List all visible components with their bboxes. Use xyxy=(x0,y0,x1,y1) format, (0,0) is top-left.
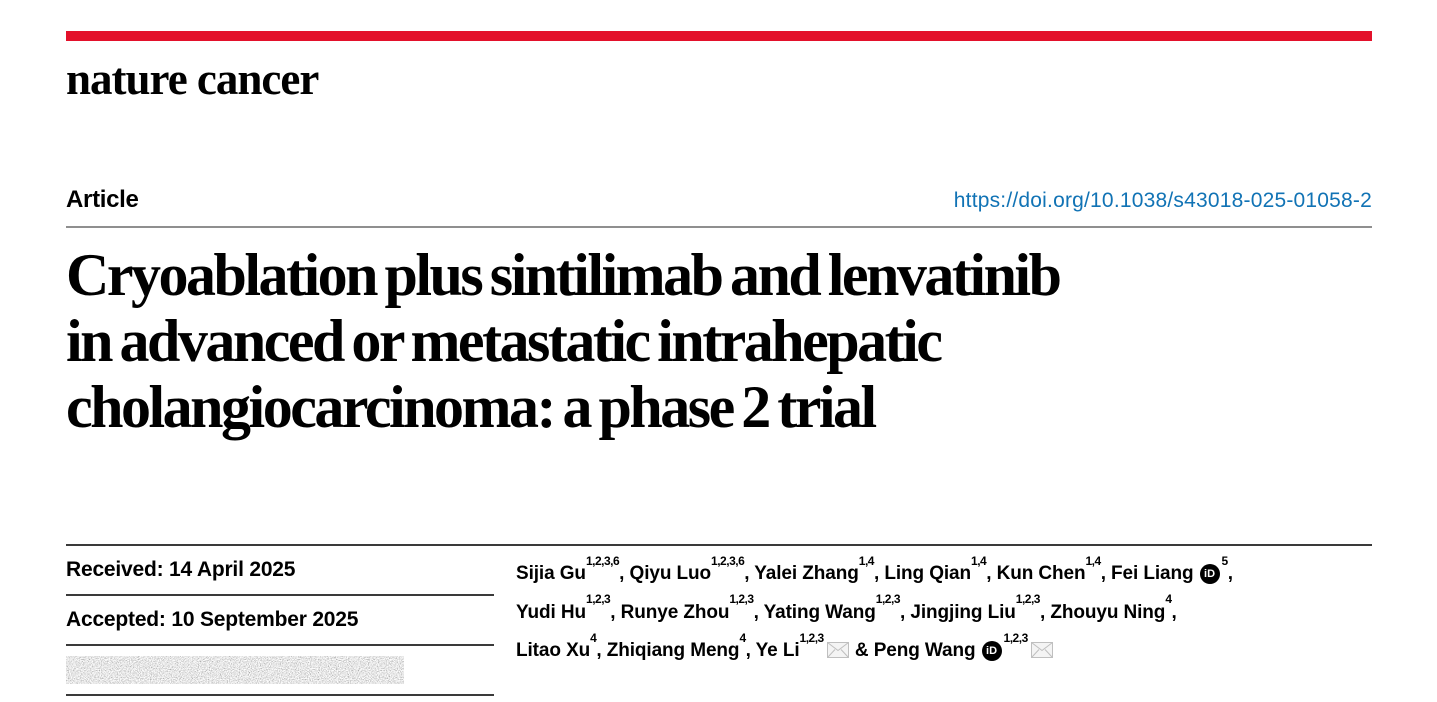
author-name: Peng Wang xyxy=(873,640,976,661)
author: Runye Zhou1,2,3 xyxy=(620,593,754,623)
published-date-row xyxy=(66,646,494,696)
history-column: Received: 14 April 2025 Accepted: 10 Sep… xyxy=(66,546,494,696)
author-name: Ling Qian xyxy=(884,563,972,584)
author: Ling Qian1,4 xyxy=(884,555,986,584)
author: Litao Xu4 xyxy=(516,632,597,661)
journal-logo: nature cancer xyxy=(66,54,319,104)
orcid-icon[interactable]: iD xyxy=(1199,564,1220,584)
article-title-line: Cryoablation plus sintilimab and lenvati… xyxy=(66,242,1062,308)
author-affiliations: 1,4 xyxy=(1085,553,1102,568)
author-affiliations: 1,2,3 xyxy=(875,592,901,607)
article-title-line: cholangiocarcinoma: a phase 2 trial xyxy=(66,374,877,440)
author-name: Yating Wang xyxy=(763,601,876,623)
article-title: Cryoablation plus sintilimab and lenvati… xyxy=(66,242,1372,440)
author: Jingjing Liu1,2,3 xyxy=(910,593,1040,623)
author-name: Zhouyu Ning xyxy=(1050,601,1166,623)
author-name: Yalei Zhang xyxy=(754,563,859,584)
author: Peng Wang iD1,2,3 xyxy=(873,632,1054,661)
author-name: Ye Li xyxy=(755,640,800,661)
email-icon[interactable] xyxy=(826,634,849,673)
author-affiliations: 1,2,3 xyxy=(1003,630,1029,645)
doi-link[interactable]: https://doi.org/10.1038/s43018-025-01058… xyxy=(953,189,1372,212)
accepted-date: Accepted: 10 September 2025 xyxy=(66,608,359,631)
email-icon[interactable] xyxy=(1030,634,1053,673)
author-separator: , xyxy=(1100,563,1112,584)
author-separator: , xyxy=(1171,601,1177,623)
author-separator: , xyxy=(1227,563,1233,584)
author-separator: , xyxy=(619,563,630,584)
author-name: Sijia Gu xyxy=(516,563,586,584)
author: Fei Liang iD5 xyxy=(1111,555,1228,584)
author: Qiyu Luo1,2,3,6 xyxy=(629,555,745,584)
article-kicker-row: Article https://doi.org/10.1038/s43018-0… xyxy=(66,186,1372,228)
meta-section: Received: 14 April 2025 Accepted: 10 Sep… xyxy=(66,544,1372,696)
author-list: Sijia Gu1,2,3,6, Qiyu Luo1,2,3,6, Yalei … xyxy=(516,546,1372,671)
author-affiliations: 4 xyxy=(1165,592,1172,607)
author-separator: , xyxy=(744,563,755,584)
author-name: Qiyu Luo xyxy=(629,563,712,584)
author-affiliations: 1,4 xyxy=(858,553,875,568)
author-affiliations: 4 xyxy=(590,630,597,645)
received-date: Received: 14 April 2025 xyxy=(66,558,296,581)
author-name: Yudi Hu xyxy=(516,601,587,623)
author-separator: , xyxy=(745,640,756,661)
author-affiliations: 4 xyxy=(739,630,746,645)
journal-accent-bar xyxy=(66,31,1372,41)
orcid-icon[interactable]: iD xyxy=(981,641,1002,661)
author-affiliations: 1,2,3 xyxy=(729,592,754,607)
author-separator: , xyxy=(986,563,997,584)
author: Yudi Hu1,2,3 xyxy=(516,593,611,623)
author-name: Runye Zhou xyxy=(620,601,730,623)
author: Yating Wang1,2,3 xyxy=(763,593,901,623)
author-separator: , xyxy=(610,601,621,623)
author-affiliations: 1,2,3 xyxy=(1015,592,1041,607)
author-ampersand: & xyxy=(849,640,874,661)
article-title-line: in advanced or metastatic intrahepatic xyxy=(66,308,943,374)
author-affiliations: 1,2,3,6 xyxy=(585,553,620,568)
author-name: Jingjing Liu xyxy=(910,601,1016,623)
author: Kun Chen1,4 xyxy=(996,555,1102,584)
author-affiliations: 1,2,3,6 xyxy=(711,553,745,568)
author-separator: , xyxy=(900,601,911,623)
author-separator: , xyxy=(1039,601,1051,623)
received-date-row: Received: 14 April 2025 xyxy=(66,546,494,596)
author-affiliations: 1,2,3 xyxy=(586,592,611,607)
author: Yalei Zhang1,4 xyxy=(754,555,874,584)
author: Sijia Gu1,2,3,6 xyxy=(516,555,620,584)
author: Zhouyu Ning4 xyxy=(1050,593,1172,623)
accepted-date-row: Accepted: 10 September 2025 xyxy=(66,596,494,646)
author-name: Kun Chen xyxy=(996,563,1086,584)
author-name: Litao Xu xyxy=(516,640,591,661)
author: Zhiqiang Meng4 xyxy=(606,632,746,661)
author-separator: , xyxy=(753,601,764,623)
author-name: Zhiqiang Meng xyxy=(606,640,740,661)
author-affiliations: 1,2,3 xyxy=(799,630,825,645)
article-type-label: Article xyxy=(66,186,139,213)
author-affiliations: 5 xyxy=(1221,553,1229,568)
author: Ye Li1,2,3 xyxy=(755,632,850,661)
author-name: Fei Liang xyxy=(1111,563,1194,584)
author-affiliations: 1,4 xyxy=(971,553,987,568)
author-separator: , xyxy=(596,640,607,661)
author-separator: , xyxy=(873,563,885,584)
redacted-publish-date xyxy=(66,656,404,684)
